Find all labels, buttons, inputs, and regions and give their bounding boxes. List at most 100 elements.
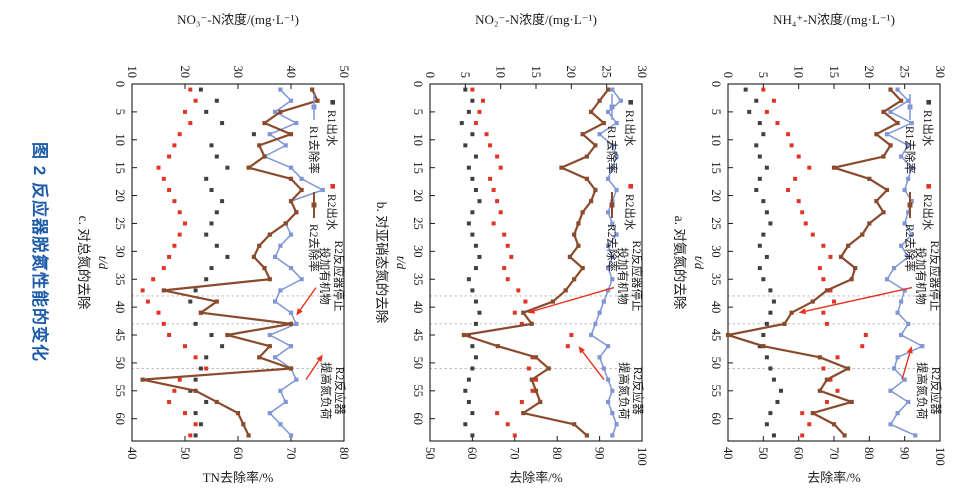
svg-text:R2出水: R2出水 (921, 194, 935, 231)
svg-text:60: 60 (791, 447, 805, 460)
svg-text:R2反应器停止: R2反应器停止 (630, 241, 644, 312)
svg-text:提高氮负荷: 提高氮负荷 (319, 362, 333, 420)
svg-text:10: 10 (791, 66, 805, 79)
svg-text:50: 50 (178, 447, 192, 460)
panel-b-nitrite-chart: 0 5 10 15 20 25 30 50 60 70 80 90 100 0 5 10 15 20 25 30 35 4… (374, 12, 649, 485)
svg-text:20: 20 (178, 66, 192, 79)
svg-text:R2反应器停止: R2反应器停止 (332, 241, 346, 312)
svg-text:10: 10 (125, 66, 139, 79)
svg-text:35: 35 (113, 273, 127, 286)
svg-text:15: 15 (411, 161, 425, 174)
svg-text:40: 40 (284, 66, 298, 79)
svg-text:30: 30 (709, 245, 723, 258)
svg-text:50: 50 (337, 66, 351, 79)
svg-text:10: 10 (709, 134, 723, 147)
svg-text:10: 10 (113, 134, 127, 147)
svg-text:R2去除率: R2去除率 (903, 224, 917, 272)
svg-text:60: 60 (231, 447, 245, 460)
svg-text:R1去除率: R1去除率 (307, 126, 321, 174)
svg-text:5: 5 (756, 72, 770, 78)
svg-text:R2去除率: R2去除率 (605, 224, 619, 272)
svg-text:20: 20 (862, 66, 876, 79)
svg-text:a. 对氨氮的去除: a. 对氨氮的去除 (672, 216, 687, 310)
svg-text:提高氮负荷: 提高氮负荷 (915, 362, 929, 420)
svg-text:50: 50 (709, 357, 723, 370)
svg-text:25: 25 (599, 66, 613, 79)
svg-text:100: 100 (635, 447, 649, 466)
svg-text:90: 90 (897, 447, 911, 460)
svg-text:R1去除率: R1去除率 (605, 126, 619, 174)
svg-text:投加有机物: 投加有机物 (914, 247, 928, 305)
svg-text:60: 60 (113, 412, 127, 425)
svg-text:R2反应器: R2反应器 (333, 367, 347, 415)
svg-text:NH₄⁺-N浓度/(mg·L⁻¹): NH₄⁺-N浓度/(mg·L⁻¹) (773, 12, 895, 27)
svg-text:R1出水: R1出水 (325, 110, 339, 147)
svg-text:去除率/%: 去除率/% (807, 470, 861, 485)
svg-text:80: 80 (862, 447, 876, 460)
svg-text:0: 0 (113, 81, 127, 87)
svg-text:50: 50 (411, 357, 425, 370)
svg-text:去除率/%: 去除率/% (509, 470, 563, 485)
svg-text:t/d: t/d (692, 256, 706, 270)
svg-text:100: 100 (933, 447, 947, 466)
svg-text:15: 15 (529, 66, 543, 79)
svg-text:90: 90 (592, 447, 606, 460)
svg-text:0: 0 (423, 72, 437, 78)
svg-text:25: 25 (709, 217, 723, 230)
svg-text:投加有机物: 投加有机物 (616, 247, 630, 305)
svg-text:0: 0 (411, 81, 425, 87)
svg-text:40: 40 (411, 301, 425, 314)
svg-text:30: 30 (411, 245, 425, 258)
panel-a-ammonia-chart: 0 5 10 15 20 25 30 40 50 60 70 80 90 100 0 5 10 15 20 25 30 3… (672, 12, 947, 485)
svg-text:40: 40 (113, 301, 127, 314)
svg-text:提高氮负荷: 提高氮负荷 (617, 362, 631, 420)
svg-text:70: 70 (284, 447, 298, 460)
svg-text:30: 30 (933, 66, 947, 79)
svg-text:R1出水: R1出水 (623, 110, 637, 147)
svg-text:投加有机物: 投加有机物 (318, 247, 332, 305)
panel-c-total-nitrogen-chart: 10 20 30 40 50 40 50 60 70 80 0 5 10 15 20 25 30 35 40 45 50… (76, 12, 351, 485)
svg-text:25: 25 (113, 217, 127, 230)
svg-text:30: 30 (635, 66, 649, 79)
svg-text:0: 0 (721, 72, 735, 78)
svg-text:20: 20 (113, 189, 127, 202)
svg-text:40: 40 (721, 447, 735, 460)
svg-text:60: 60 (709, 412, 723, 425)
svg-text:35: 35 (411, 273, 425, 286)
svg-text:b. 对亚硝态氮的去除: b. 对亚硝态氮的去除 (374, 202, 389, 324)
svg-text:c. 对总氮的去除: c. 对总氮的去除 (76, 216, 91, 310)
svg-text:t/d: t/d (96, 256, 110, 270)
svg-text:R2出水: R2出水 (623, 194, 637, 231)
svg-text:t/d: t/d (394, 256, 408, 270)
svg-text:R2出水: R2出水 (325, 194, 339, 231)
svg-text:20: 20 (411, 189, 425, 202)
svg-text:NO₂⁻-N浓度/(mg·L⁻¹): NO₂⁻-N浓度/(mg·L⁻¹) (475, 12, 597, 27)
svg-text:80: 80 (550, 447, 564, 460)
svg-text:25: 25 (411, 217, 425, 230)
svg-text:15: 15 (113, 161, 127, 174)
svg-text:R1去除率: R1去除率 (903, 126, 917, 174)
svg-text:20: 20 (709, 189, 723, 202)
svg-text:R2反应器: R2反应器 (929, 367, 943, 415)
figure-title: 图 2 反应器脱氮性能的变化 (30, 142, 49, 362)
svg-text:0: 0 (709, 81, 723, 87)
svg-text:45: 45 (411, 329, 425, 342)
svg-text:70: 70 (827, 447, 841, 460)
svg-text:R2反应器停止: R2反应器停止 (928, 241, 942, 312)
svg-text:60: 60 (465, 447, 479, 460)
svg-text:15: 15 (709, 161, 723, 174)
svg-text:R2去除率: R2去除率 (307, 224, 321, 272)
svg-text:40: 40 (709, 301, 723, 314)
svg-text:50: 50 (113, 357, 127, 370)
svg-text:55: 55 (113, 385, 127, 398)
svg-text:45: 45 (709, 329, 723, 342)
svg-text:25: 25 (897, 66, 911, 79)
svg-text:55: 55 (411, 385, 425, 398)
svg-text:TN去除率/%: TN去除率/% (203, 470, 274, 485)
svg-text:15: 15 (827, 66, 841, 79)
svg-text:80: 80 (337, 447, 351, 460)
svg-text:45: 45 (113, 329, 127, 342)
svg-text:55: 55 (709, 385, 723, 398)
svg-text:5: 5 (709, 109, 723, 115)
